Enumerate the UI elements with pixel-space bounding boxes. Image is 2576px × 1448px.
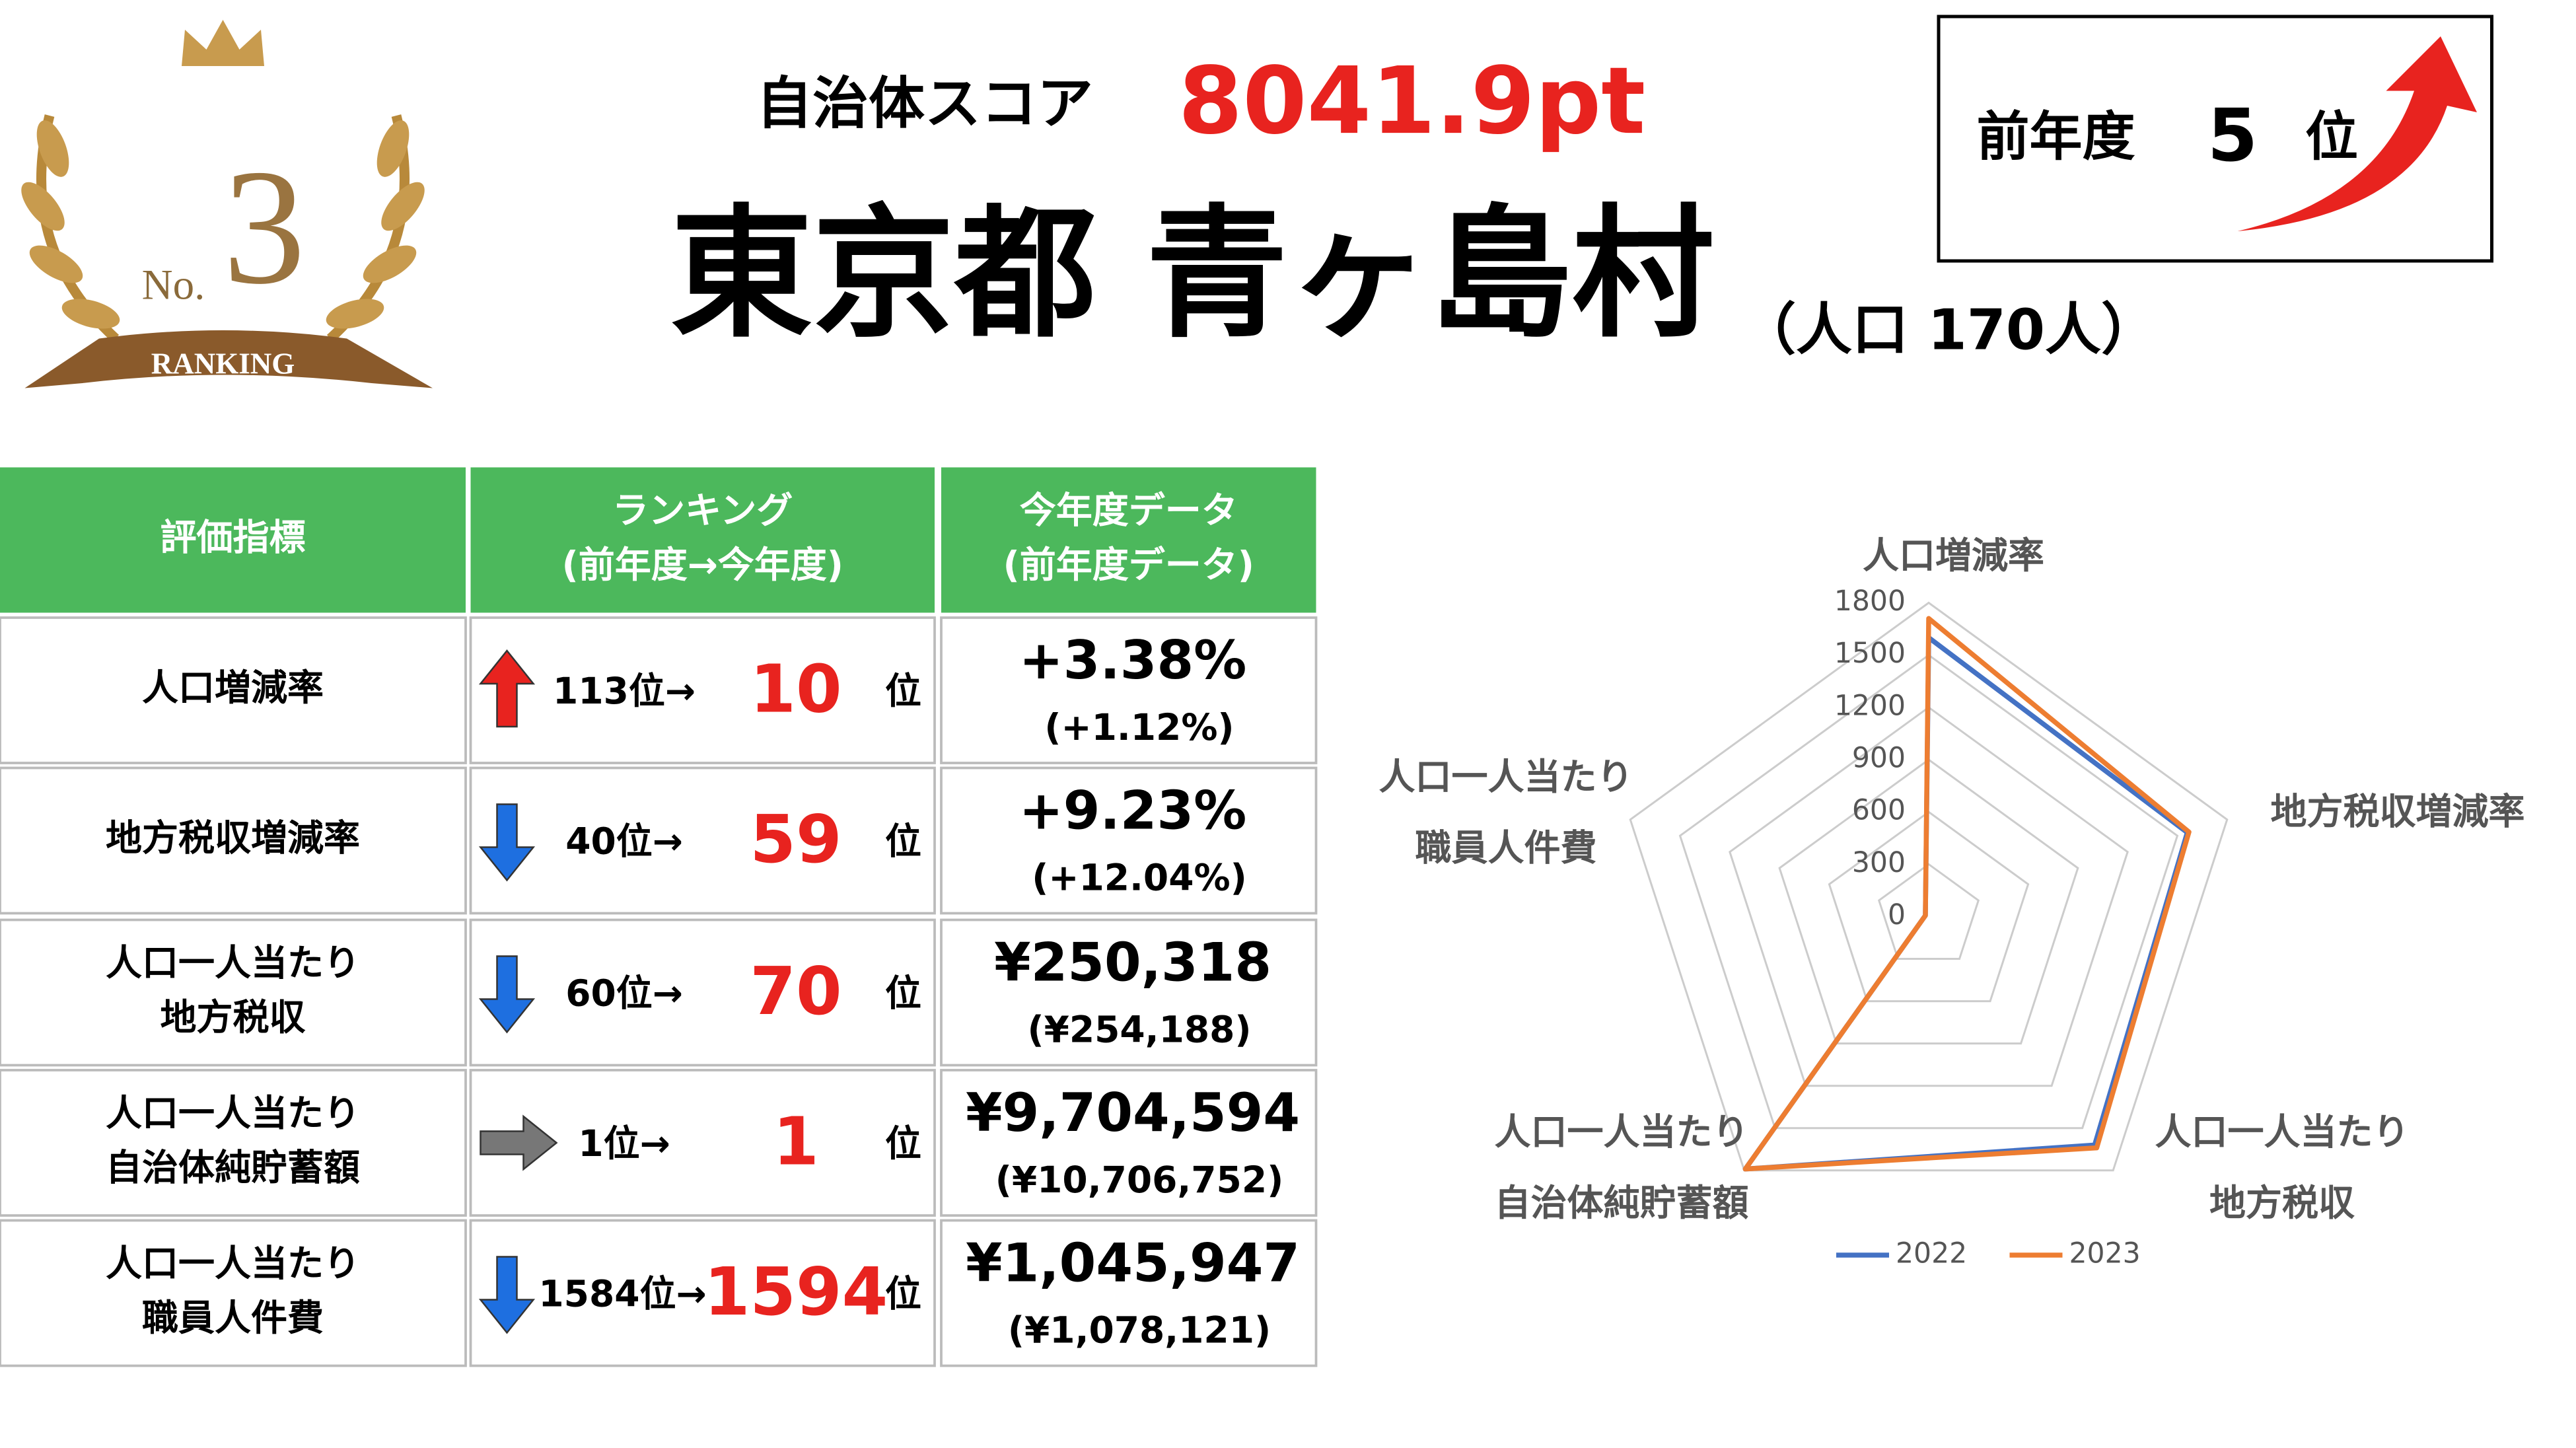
header-text: 評価指標: [160, 517, 305, 559]
value: ¥250,318: [994, 931, 1271, 993]
legend-label: 2022: [1896, 1238, 1967, 1270]
grid-ring: [1778, 758, 2079, 1045]
rank-unit: 位: [885, 972, 921, 1015]
cell: [940, 1069, 1318, 1217]
value: ¥9,704,594: [966, 1082, 1300, 1143]
rank: 1594: [704, 1253, 888, 1330]
grid-ring: [1678, 653, 2179, 1130]
prev-rank: 1584位→: [538, 1273, 706, 1315]
trend-arrow: [478, 1256, 536, 1334]
category-label: 地方税収: [2209, 1182, 2355, 1224]
medal-rank: 3: [223, 135, 306, 318]
category-label: 人口増減率: [1863, 534, 2044, 577]
prev-rank: 60位→: [565, 972, 683, 1015]
rank: 10: [750, 650, 841, 727]
category-label: 地方税収増減率: [2270, 791, 2524, 833]
trend-arrow: [478, 955, 536, 1034]
rank-unit: 位: [885, 1273, 921, 1315]
indicator: 地方税収増減率: [106, 817, 360, 859]
r-tick-label: 1500: [1834, 637, 1906, 670]
score-label: 自治体スコア: [756, 71, 1093, 137]
rank-unit: 位: [885, 820, 921, 863]
category-label: 人口一人当たり: [1494, 1111, 1748, 1153]
medal-no: No.: [142, 261, 205, 308]
medal: RANKING No. 3: [21, 20, 433, 388]
indicator: 人口一人当たり: [106, 941, 360, 984]
header-text: (前年度→今年度): [562, 544, 843, 586]
indicator: 自治体純貯蓄額: [106, 1146, 360, 1188]
category-label: 人口一人当たり: [2155, 1111, 2409, 1153]
r-tick-label: 1200: [1834, 690, 1906, 722]
grid-ring: [1877, 863, 1980, 960]
trend-arrow: [480, 1114, 558, 1171]
rank: 59: [750, 801, 841, 878]
grid-ring: [1729, 706, 2129, 1087]
trend-arrow: [478, 803, 536, 882]
cell: [0, 1069, 467, 1217]
r-tick-label: 1800: [1834, 585, 1906, 618]
value: +9.23%: [1019, 779, 1247, 841]
indicator: 職員人件費: [142, 1297, 324, 1339]
header-cell: [470, 467, 935, 613]
header-cell: [941, 467, 1316, 613]
prev-rank-label: 前年度: [1977, 106, 2135, 167]
rank-unit: 位: [885, 1122, 921, 1165]
cell: [0, 616, 467, 764]
series-line: [1742, 616, 2192, 1172]
grid-ring: [1828, 811, 2030, 1003]
indicator: 地方税収: [160, 996, 305, 1038]
header-cell: [0, 467, 466, 613]
legend-label: 2023: [2069, 1238, 2141, 1270]
indicator: 人口一人当たり: [106, 1242, 360, 1284]
prev-rank-unit: 位: [2305, 106, 2358, 167]
cell: [940, 766, 1318, 915]
table: 評価指標 ランキング (前年度→今年度) 今年度データ (前年度データ) 人口増減率 113…: [0, 467, 1318, 1367]
header-text: 今年度データ: [1020, 489, 1238, 531]
cell: [469, 1219, 936, 1367]
prev-rank: 113位→: [553, 670, 696, 712]
medal-ribbon: RANKING: [151, 347, 295, 380]
rank: 1: [773, 1103, 819, 1180]
prev-rank: 40位→: [565, 820, 683, 863]
cell: [940, 1219, 1318, 1367]
up-arrow-icon: [2237, 36, 2477, 232]
indicator: 人口一人当たり: [106, 1092, 360, 1134]
cell: [0, 766, 467, 915]
prev-value: (¥10,706,752): [995, 1159, 1283, 1201]
header-text: ランキング: [612, 489, 793, 531]
value: ¥1,045,947: [966, 1232, 1300, 1293]
prev-value: (¥254,188): [1027, 1009, 1251, 1051]
r-tick-label: 900: [1852, 742, 1906, 775]
population: （人口 170人）: [1740, 297, 2157, 363]
header-text: (前年度データ): [1003, 544, 1254, 586]
value: +3.38%: [1019, 630, 1247, 691]
cell: [469, 766, 936, 915]
rank: 70: [750, 953, 841, 1030]
prev-rank: 1位→: [578, 1122, 670, 1165]
r-tick-label: 300: [1852, 847, 1906, 879]
category-label: 職員人件費: [1415, 827, 1596, 869]
prev-rank: 5: [2207, 93, 2258, 178]
cell: [0, 1219, 467, 1367]
r-tick-label: 600: [1852, 795, 1906, 827]
category-label: 人口一人当たり: [1378, 756, 1633, 798]
indicator: 人口増減率: [142, 667, 324, 709]
prev-value: (¥1,078,121): [1008, 1309, 1271, 1352]
rank-unit: 位: [885, 670, 921, 712]
municipality-name: 東京都 青ヶ島村: [670, 191, 1714, 357]
cell: [940, 918, 1318, 1067]
category-label: 自治体純貯蓄額: [1494, 1182, 1748, 1224]
grid-ring: [1629, 601, 2229, 1172]
prev-value: (+1.12%): [1044, 706, 1234, 748]
score: 8041.9pt: [1178, 48, 1645, 155]
cell: [0, 918, 467, 1067]
prev-value: (+12.04%): [1032, 857, 1246, 899]
cell: [469, 918, 936, 1067]
cell: [469, 616, 936, 764]
trend-arrow: [478, 649, 536, 728]
cell: [940, 616, 1318, 764]
r-tick-label: 0: [1888, 899, 1906, 931]
radar-chart: 0300600900120015001800人口増減率地方税収増減率人口一人当た…: [1378, 534, 2524, 1270]
